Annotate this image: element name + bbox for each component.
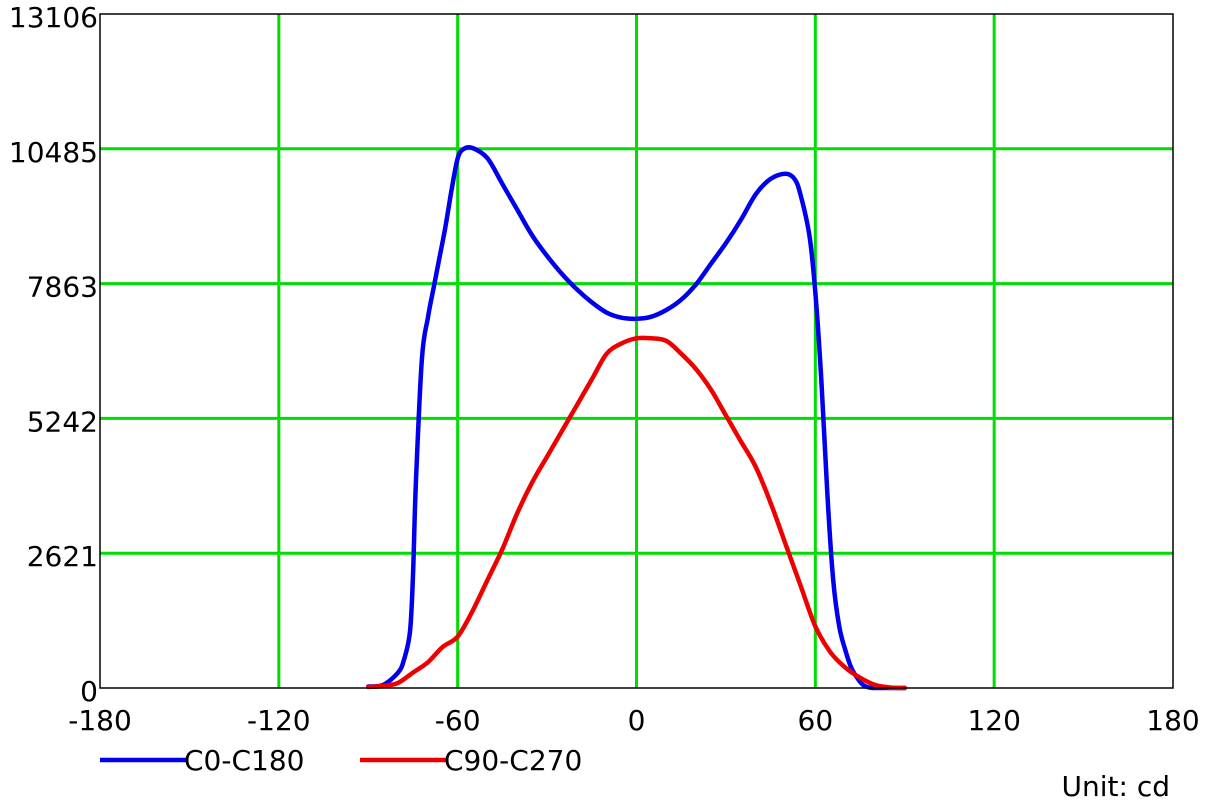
x-tick-label: 60 [798,704,834,737]
x-tick-label: 0 [628,704,646,737]
legend: C0-C180 C90-C270 [100,744,582,777]
series-line-C90-C270 [366,335,908,691]
y-tick-label: 2621 [27,540,98,573]
legend-label: C90-C270 [444,744,582,777]
grid-lines [100,14,1173,688]
y-tick-label: 13106 [9,1,98,34]
legend-label: C0-C180 [184,744,304,777]
y-tick-label: 0 [80,675,98,708]
unit-label: Unit: cd [1062,770,1171,803]
y-tick-label: 7863 [27,271,98,304]
y-tick-labels: 0 2621 5242 7863 10485 13106 [9,1,98,708]
x-tick-label: -120 [247,704,311,737]
y-tick-label: 10485 [9,136,98,169]
x-tick-label: 120 [967,704,1020,737]
x-tick-label: 180 [1146,704,1199,737]
x-tick-label: -60 [435,704,481,737]
x-tick-labels: -180 -120 -60 0 60 120 180 [68,704,1200,737]
series-lines [366,144,908,691]
y-tick-label: 5242 [27,405,98,438]
plot-frame [99,13,1174,689]
series-line-C0-C180 [366,144,908,691]
x-tick-label: -180 [68,704,132,737]
